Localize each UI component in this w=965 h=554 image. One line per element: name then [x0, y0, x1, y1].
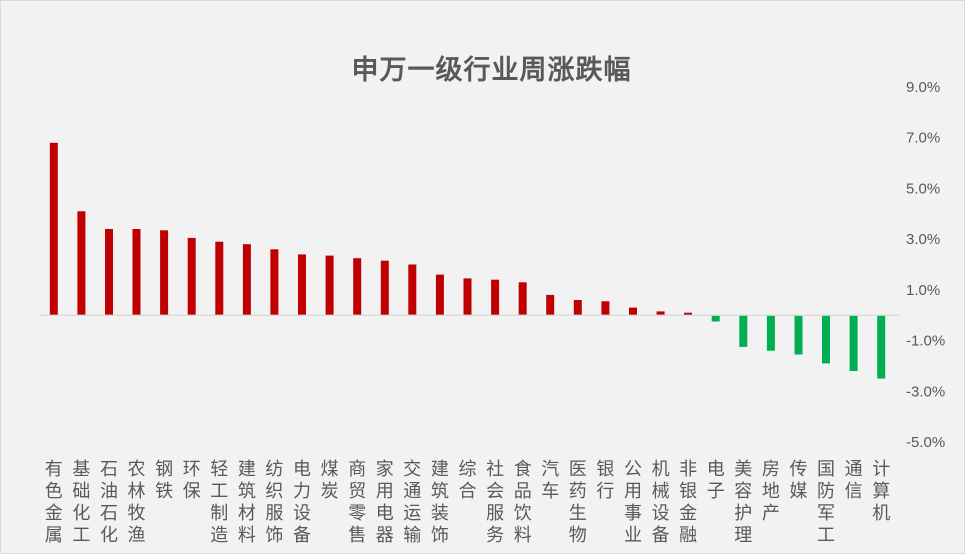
category-label: 家用电器 — [376, 459, 394, 546]
category-label: 非银金融 — [679, 459, 697, 546]
y-tick-label: 9.0% — [906, 79, 940, 96]
category-label: 电子 — [707, 459, 725, 502]
bar-公用事业 — [629, 307, 637, 316]
y-tick-label: 1.0% — [906, 282, 940, 299]
y-tick-label: -3.0% — [906, 383, 945, 400]
category-label: 美容护理 — [734, 459, 752, 546]
category-label: 轻工制造 — [210, 459, 228, 546]
bar-房地产 — [766, 315, 775, 351]
bar-建筑材料 — [242, 244, 251, 316]
bar-汽车 — [546, 294, 555, 316]
y-tick-label: 5.0% — [906, 180, 940, 197]
bar-煤炭 — [325, 255, 334, 316]
category-label: 建筑装饰 — [431, 459, 449, 546]
category-label: 农林牧渔 — [128, 459, 146, 546]
category-label: 机械设备 — [652, 459, 670, 546]
category-label: 银行 — [596, 459, 614, 502]
bar-计算机 — [877, 315, 886, 379]
category-label: 国防军工 — [817, 459, 835, 546]
category-label: 石油石化 — [100, 459, 118, 546]
bar-综合 — [463, 278, 472, 316]
category-label: 基础化工 — [72, 459, 90, 546]
bar-环保 — [187, 237, 196, 316]
category-label: 公用事业 — [624, 459, 642, 546]
bar-石油石化 — [105, 229, 113, 316]
y-axis-ticks: 9.0% 7.0% 5.0% 3.0% 1.0% -1.0% -3.0% -5.0% — [906, 79, 945, 451]
category-label: 纺织服饰 — [265, 459, 283, 546]
bar-通信 — [849, 315, 858, 371]
bars-group — [49, 142, 886, 379]
category-label: 计算机 — [872, 459, 890, 524]
bar-电力设备 — [298, 254, 306, 316]
category-label: 房地产 — [762, 459, 780, 524]
y-tick-label: 7.0% — [906, 130, 940, 147]
y-tick-label: 3.0% — [906, 231, 940, 248]
category-label: 食品饮料 — [514, 459, 532, 546]
y-tick-label: -5.0% — [906, 434, 945, 451]
category-label: 有色金属 — [45, 459, 63, 546]
bar-社会服务 — [491, 279, 500, 316]
bar-商贸零售 — [353, 258, 362, 316]
category-label: 交通运输 — [403, 459, 421, 546]
category-label: 医药生物 — [569, 459, 587, 546]
bar-电子 — [711, 315, 720, 322]
chart-title: 申万一级行业周涨跌幅 — [351, 55, 632, 86]
bar-家用电器 — [380, 260, 389, 316]
bar-银行 — [601, 301, 610, 316]
category-label: 社会服务 — [486, 459, 504, 546]
category-label: 环保 — [183, 459, 201, 502]
category-label: 煤炭 — [321, 459, 339, 502]
category-label: 钢铁 — [155, 459, 173, 502]
category-label: 商贸零售 — [348, 459, 366, 546]
bar-建筑装饰 — [435, 274, 444, 316]
category-label: 汽车 — [541, 459, 559, 502]
bar-交通运输 — [408, 264, 417, 316]
y-tick-label: -1.0% — [906, 333, 945, 350]
bar-基础化工 — [77, 211, 86, 316]
bar-钢铁 — [160, 230, 169, 316]
bar-机械设备 — [656, 311, 665, 316]
category-label: 传媒 — [790, 459, 808, 502]
bar-农林牧渔 — [132, 229, 141, 316]
category-label: 通信 — [845, 459, 863, 502]
bar-纺织服饰 — [270, 249, 279, 316]
bar-轻工制造 — [215, 241, 224, 316]
category-label: 建筑材料 — [238, 459, 256, 546]
category-labels: 有色金属基础化工石油石化农林牧渔钢铁环保轻工制造建筑材料纺织服饰电力设备煤炭商贸… — [45, 459, 890, 546]
category-label: 综合 — [459, 459, 477, 502]
bar-美容护理 — [739, 315, 748, 347]
bar-有色金属 — [49, 142, 58, 316]
bar-国防军工 — [822, 315, 830, 364]
bar-食品饮料 — [518, 282, 527, 316]
category-label: 电力设备 — [293, 459, 311, 546]
bar-传媒 — [794, 315, 803, 355]
bar-非银金融 — [684, 312, 693, 316]
bar-医药生物 — [573, 300, 582, 316]
